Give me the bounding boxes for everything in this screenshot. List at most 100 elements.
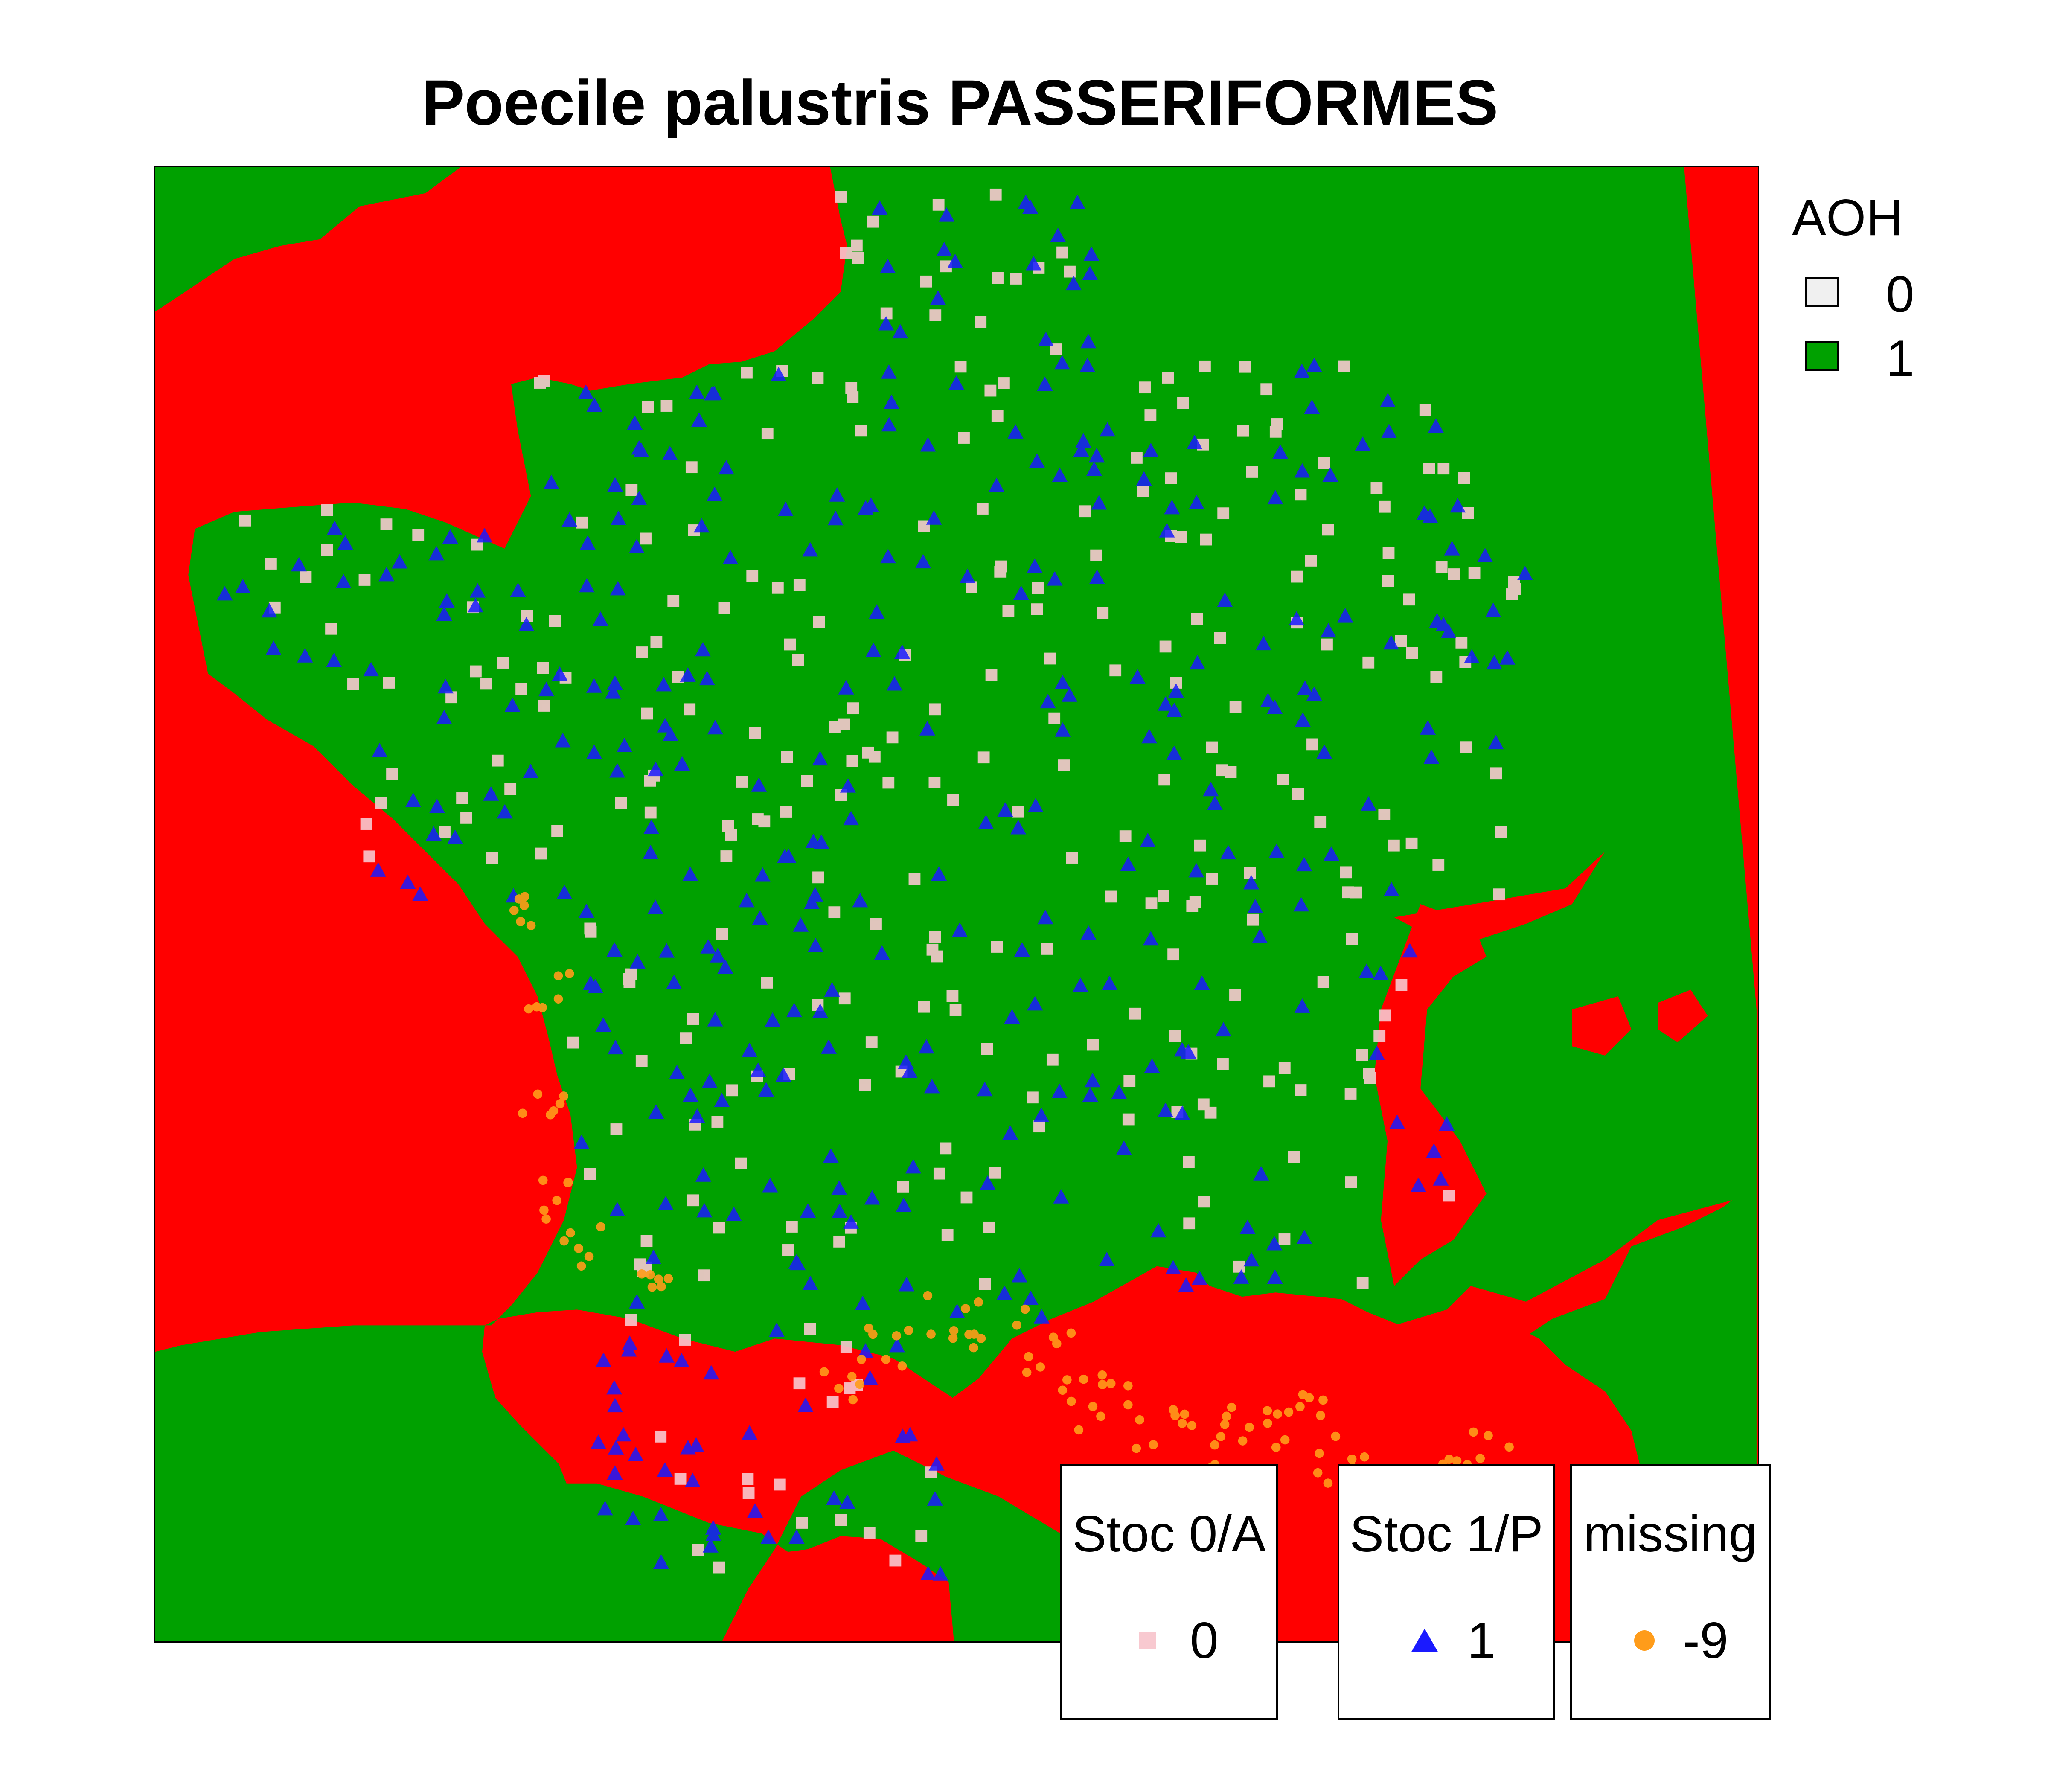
missing-point bbox=[1132, 1443, 1141, 1453]
stoc0-point bbox=[726, 1084, 738, 1097]
stoc1-point bbox=[436, 710, 452, 724]
stoc0-point bbox=[1044, 652, 1056, 665]
stoc0-point bbox=[718, 602, 730, 614]
stoc0-point bbox=[615, 797, 627, 809]
stoc1-point bbox=[1027, 797, 1044, 812]
stoc1-point bbox=[926, 510, 942, 525]
stoc0-point bbox=[1175, 531, 1187, 543]
suitable-habitat-layer bbox=[155, 167, 1757, 1641]
missing-point bbox=[923, 1291, 933, 1300]
stoc0-point bbox=[375, 797, 387, 809]
stoc1-point bbox=[1380, 393, 1396, 407]
stoc0-point bbox=[1435, 561, 1448, 573]
stoc1-point bbox=[758, 1082, 774, 1097]
stoc0-point bbox=[1458, 472, 1470, 484]
stoc1-point bbox=[337, 535, 353, 550]
stoc1-point bbox=[1293, 897, 1309, 912]
stoc1-point bbox=[378, 567, 395, 582]
stoc1-point bbox=[703, 1365, 719, 1380]
stoc1-point bbox=[1072, 977, 1088, 992]
missing-point bbox=[976, 1334, 986, 1343]
stoc0-point bbox=[1199, 360, 1211, 372]
stoc1-point bbox=[662, 445, 678, 460]
stoc1-point bbox=[1486, 655, 1502, 670]
stoc1-point bbox=[1255, 636, 1271, 651]
stoc1-point bbox=[1268, 844, 1285, 858]
stoc1-point bbox=[1295, 712, 1311, 727]
stoc0-point bbox=[634, 1258, 646, 1271]
stoc1-point bbox=[699, 671, 715, 686]
aoh-0-swatch bbox=[1805, 277, 1839, 307]
stoc1-point bbox=[1306, 358, 1322, 372]
missing-point bbox=[1123, 1381, 1133, 1391]
stoc1-point bbox=[1027, 996, 1043, 1011]
stoc0-point bbox=[1321, 638, 1333, 651]
stoc1-point bbox=[1025, 256, 1041, 271]
stoc1-point bbox=[1410, 1177, 1426, 1192]
stoc0-point bbox=[625, 1314, 637, 1326]
stoc0-point bbox=[1263, 1075, 1275, 1088]
stoc0-point bbox=[865, 1036, 878, 1048]
stoc1-point bbox=[823, 1148, 839, 1163]
stoc1-point bbox=[1062, 687, 1078, 702]
stoc0-legend-title: Stoc 0/A bbox=[1072, 1505, 1266, 1562]
stoc1-point bbox=[643, 844, 659, 859]
stoc1-point bbox=[1089, 569, 1105, 584]
stoc0-point bbox=[793, 1377, 806, 1390]
stoc1-point bbox=[606, 942, 623, 957]
missing-point bbox=[848, 1395, 858, 1405]
missing-point bbox=[892, 1331, 901, 1341]
stoc1-point bbox=[653, 1507, 669, 1521]
stoc1-point bbox=[804, 894, 820, 909]
stoc1-point bbox=[1073, 442, 1089, 457]
stoc0-point bbox=[1194, 839, 1206, 852]
stoc1-point bbox=[504, 697, 521, 712]
stoc1-point bbox=[1054, 675, 1071, 689]
stoc0-point bbox=[867, 215, 879, 228]
stoc1-point bbox=[1422, 508, 1438, 523]
stoc1-point bbox=[777, 502, 794, 516]
missing-point bbox=[868, 1329, 878, 1339]
stoc1-point bbox=[648, 1104, 664, 1119]
stoc0-point bbox=[549, 615, 561, 627]
stoc1-point bbox=[883, 394, 899, 409]
missing-point bbox=[1263, 1406, 1272, 1416]
stoc1-point bbox=[722, 550, 739, 564]
stoc0-point bbox=[1048, 712, 1061, 724]
stoc1-point bbox=[647, 899, 663, 914]
stoc1-point bbox=[1247, 899, 1263, 913]
stoc0-point bbox=[928, 776, 941, 788]
missing-point bbox=[1245, 1423, 1254, 1432]
stoc0-point bbox=[1437, 463, 1450, 475]
stoc0-point bbox=[1382, 575, 1394, 587]
stoc0-point bbox=[774, 1478, 786, 1491]
stoc1-point bbox=[1423, 749, 1440, 764]
stoc1-point bbox=[1007, 424, 1024, 439]
stoc0-point bbox=[771, 582, 784, 594]
stoc0-point bbox=[1344, 1088, 1357, 1100]
stoc1-point bbox=[1189, 655, 1205, 670]
missing-point bbox=[1271, 1443, 1281, 1452]
missing-point bbox=[541, 1214, 551, 1224]
stoc1-point bbox=[1477, 548, 1493, 562]
stoc1-point bbox=[1140, 832, 1156, 847]
missing-point bbox=[546, 1110, 555, 1120]
stoc1-point bbox=[843, 1214, 859, 1229]
stoc0-point bbox=[758, 815, 771, 828]
stoc1-point bbox=[1088, 448, 1105, 463]
missing-point bbox=[855, 1379, 865, 1389]
stoc0-point bbox=[386, 768, 398, 780]
missing-point bbox=[654, 1274, 663, 1284]
stoc0-point bbox=[991, 410, 1004, 422]
stoc0-point bbox=[1159, 640, 1172, 653]
stoc1-point bbox=[657, 1462, 673, 1477]
missing-point bbox=[1149, 1440, 1158, 1449]
stoc0-point bbox=[679, 1334, 691, 1346]
italian-lake-2 bbox=[1658, 989, 1708, 1042]
stoc0-point bbox=[954, 361, 967, 373]
stoc1-point bbox=[1296, 1230, 1312, 1245]
missing-point bbox=[881, 1355, 891, 1364]
stoc0-point bbox=[713, 1222, 725, 1234]
stoc1-point bbox=[372, 743, 388, 757]
stoc0-point bbox=[1305, 555, 1317, 567]
